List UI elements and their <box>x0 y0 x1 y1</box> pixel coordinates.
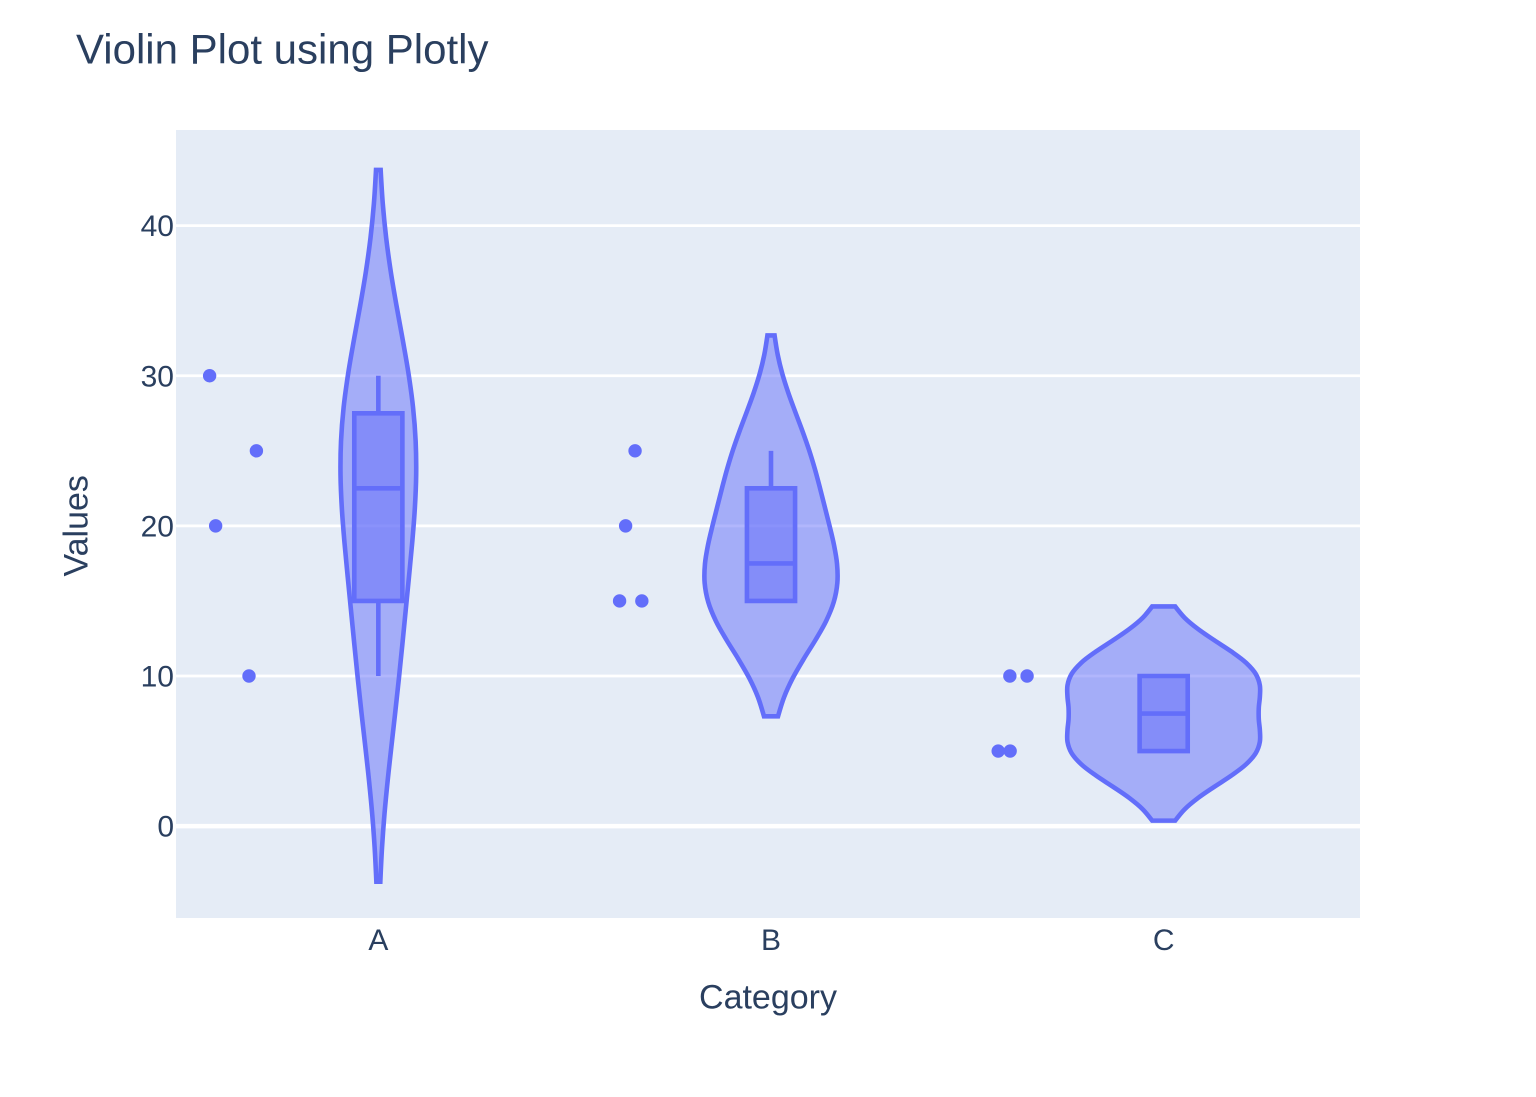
svg-text:A: A <box>368 924 388 957</box>
svg-text:40: 40 <box>141 210 174 243</box>
svg-text:C: C <box>1153 924 1175 957</box>
svg-text:30: 30 <box>141 360 174 393</box>
svg-text:10: 10 <box>141 661 174 694</box>
svg-text:B: B <box>761 924 781 957</box>
svg-text:Values: Values <box>57 475 95 576</box>
svg-text:20: 20 <box>141 510 174 543</box>
svg-text:Violin Plot using Plotly: Violin Plot using Plotly <box>76 26 488 73</box>
svg-text:Category: Category <box>699 979 837 1017</box>
svg-text:0: 0 <box>157 811 174 844</box>
